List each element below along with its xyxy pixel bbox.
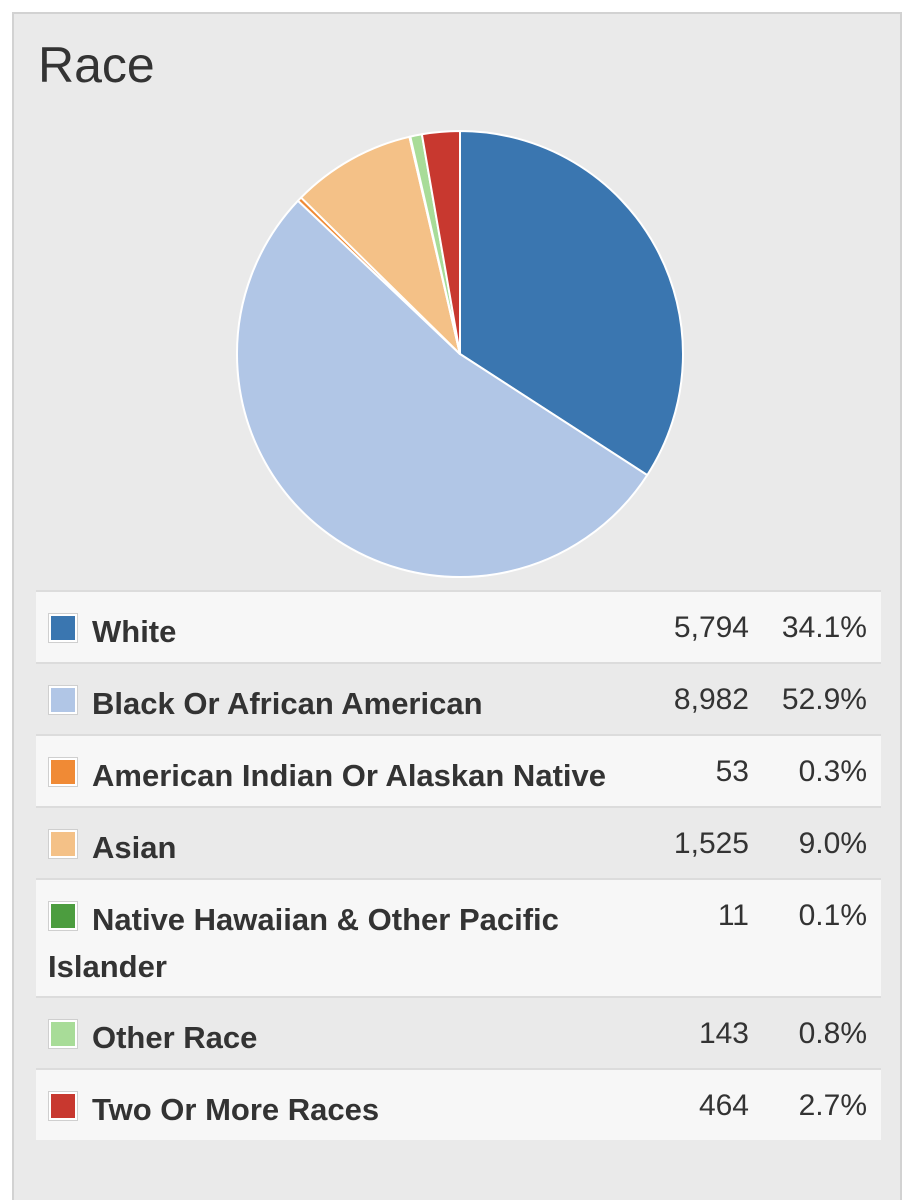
legend-row-native-hawaiian-and-other-pacific-islander[interactable]: Native Hawaiian & Other Pacific Islander… [36,878,881,996]
legend-swatch [48,901,78,931]
legend-table: White 5,794 34.1% Black Or African American… [36,590,881,1140]
legend-row-white[interactable]: White 5,794 34.1% [36,590,881,662]
legend-swatch [48,685,78,715]
legend-count: 11 [717,899,749,932]
pie-chart [236,130,684,579]
pie-slice-two-or-more-races[interactable] [420,130,461,355]
legend-percent: 9.0% [798,827,867,860]
legend-count: 5,794 [673,611,749,644]
race-chart-card: Race White 5,794 34.1% Black Or African Ame… [12,12,902,1200]
legend-row-two-or-more-races[interactable]: Two Or More Races 464 2.7% [36,1068,881,1140]
legend-count: 8,982 [673,683,749,716]
legend-percent: 34.1% [781,611,867,644]
legend-swatch [48,829,78,859]
legend-label: American Indian Or Alaskan Native [92,758,606,793]
legend-swatch [48,613,78,643]
legend-row-other-race[interactable]: Other Race 143 0.8% [36,996,881,1068]
legend-percent: 52.9% [781,683,867,716]
legend-swatch [48,1091,78,1121]
legend-count: 464 [698,1089,749,1122]
legend-row-black-or-african-american[interactable]: Black Or African American 8,982 52.9% [36,662,881,734]
pie-slice-black-or-african-american[interactable] [236,199,649,579]
legend-percent: 0.8% [798,1017,867,1050]
legend-label: Two Or More Races [92,1092,380,1127]
legend-percent: 0.3% [798,755,867,788]
legend-label: Black Or African American [92,686,483,721]
legend-label: Other Race [92,1020,258,1055]
pie-slice-asian[interactable] [300,135,461,355]
legend-percent: 2.7% [798,1089,867,1122]
legend-count: 143 [698,1017,749,1050]
legend-swatch [48,1019,78,1049]
legend-swatch [48,757,78,787]
legend-count: 53 [715,755,749,788]
legend-label: Native Hawaiian & Other Pacific Islander [48,902,559,984]
legend-label: White [92,614,177,649]
chart-title: Race [38,37,155,93]
legend-row-american-indian-or-alaskan-native[interactable]: American Indian Or Alaskan Native 53 0.3% [36,734,881,806]
legend-label: Asian [92,830,177,865]
legend-row-asian[interactable]: Asian 1,525 9.0% [36,806,881,878]
legend-percent: 0.1% [798,899,867,932]
legend-count: 1,525 [673,827,749,860]
